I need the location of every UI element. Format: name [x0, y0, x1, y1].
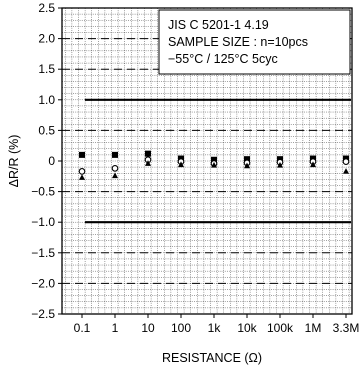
- data-point-triangle: [310, 161, 316, 168]
- x-tick-label: 100k: [267, 321, 294, 335]
- y-tick-label: −0.5: [31, 185, 55, 199]
- annotation-box: JIS C 5201-1 4.19 SAMPLE SIZE : n=10pcs …: [158, 9, 351, 75]
- x-tick-label: 1: [112, 321, 119, 335]
- data-point-square: [79, 151, 85, 158]
- data-point-square: [244, 156, 250, 163]
- data-point-triangle: [145, 160, 151, 166]
- data-point-triangle: [211, 161, 217, 168]
- x-tick-label: 1k: [208, 321, 222, 335]
- y-tick-label: −1.0: [31, 215, 55, 229]
- data-point-triangle: [343, 168, 349, 174]
- x-tick-label: 10: [141, 321, 155, 335]
- data-point-triangle: [277, 161, 283, 168]
- data-point-square: [145, 150, 151, 157]
- y-tick-label: −2.5: [31, 307, 55, 321]
- data-point-circle: [342, 158, 350, 165]
- x-tick-label: 0.1: [74, 321, 91, 335]
- x-tick-label: 100: [171, 321, 191, 335]
- data-point-triangle: [79, 174, 85, 180]
- data-point-circle: [78, 168, 86, 175]
- y-tick-label: 1.5: [38, 62, 55, 76]
- annotation-frame: [158, 9, 351, 75]
- x-axis-label: RESISTANCE (Ω): [162, 351, 262, 365]
- data-point-circle: [111, 164, 119, 172]
- annotation-line-1: JIS C 5201-1 4.19: [168, 18, 269, 32]
- y-tick-label: 2.5: [38, 1, 55, 15]
- y-tick-label: −2.0: [31, 276, 55, 290]
- data-point-square: [211, 156, 217, 163]
- data-points: [78, 150, 350, 180]
- data-point-square: [112, 151, 118, 158]
- annotation-line-3: −55°C / 125°C 5cyc: [168, 52, 278, 66]
- annotation-line-2: SAMPLE SIZE : n=10pcs: [168, 35, 308, 49]
- data-point-triangle: [112, 172, 118, 179]
- y-tick-label: 2.0: [38, 32, 55, 46]
- y-tick-label: −1.5: [31, 246, 55, 260]
- y-tick-label: 0.5: [38, 123, 55, 137]
- x-tick-label: 3.3M: [333, 321, 360, 335]
- y-axis-label: ΔR/R (%): [7, 135, 21, 188]
- data-point-triangle: [178, 161, 184, 168]
- y-tick-label: 1.0: [38, 93, 55, 107]
- y-tick-label: 0: [48, 154, 55, 168]
- axis-ticks: 2.5 2.0 1.5 1.0 0.5 0 −0.5 −1.0 −1.5 −2.0 −2.5 0.1 1…: [31, 1, 359, 335]
- x-tick-label: 10k: [237, 321, 257, 335]
- x-tick-label: 1M: [305, 321, 322, 335]
- data-point-triangle: [244, 162, 250, 169]
